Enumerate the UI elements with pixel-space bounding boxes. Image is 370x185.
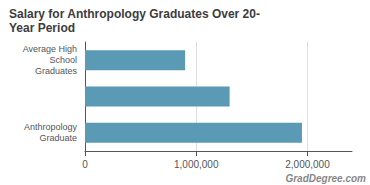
svg-text:Year Period: Year Period xyxy=(9,21,75,35)
svg-text:Salary for Anthropology Gradua: Salary for Anthropology Graduates Over 2… xyxy=(9,7,260,21)
svg-text:Graduate: Graduate xyxy=(39,133,77,143)
svg-text:School: School xyxy=(49,55,77,65)
svg-text:2,000,000: 2,000,000 xyxy=(285,159,330,170)
svg-text:GradDegree.com: GradDegree.com xyxy=(285,173,366,184)
svg-text:Average High: Average High xyxy=(23,44,77,54)
svg-text:Graduates: Graduates xyxy=(35,66,78,76)
svg-text:Anthropology: Anthropology xyxy=(24,122,78,132)
svg-text:1,000,000: 1,000,000 xyxy=(174,159,219,170)
svg-text:0: 0 xyxy=(82,159,88,170)
